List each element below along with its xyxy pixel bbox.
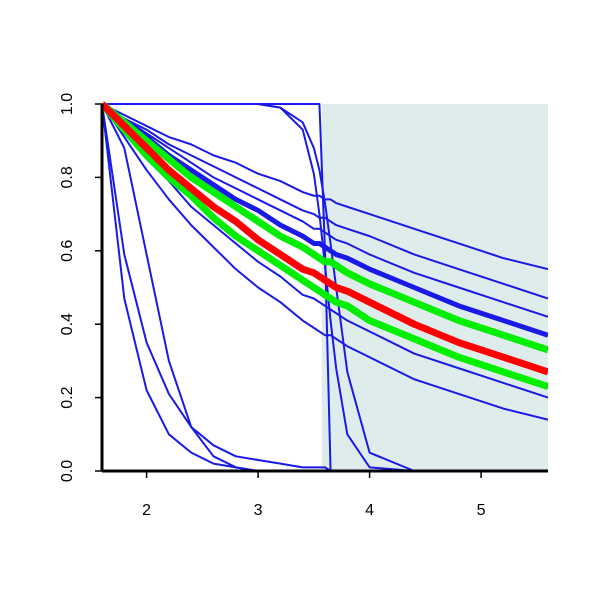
series-line: [102, 103, 548, 300]
series-line: [102, 103, 548, 318]
series-line: [102, 102, 548, 338]
series-line: [102, 103, 548, 421]
y-tick-label: 1.0: [59, 93, 76, 115]
x-tick-label: 4: [365, 502, 374, 519]
y-tick-label: 0.2: [59, 386, 76, 408]
y-tick-label: 0.8: [59, 166, 76, 188]
x-tick-label: 5: [477, 502, 486, 519]
series-line: [102, 103, 548, 399]
y-tick-label: 0.4: [59, 313, 76, 335]
y-tick-label: 0.6: [59, 240, 76, 262]
series-line: [102, 103, 548, 271]
x-tick-label: 3: [254, 502, 263, 519]
series-line: [102, 101, 548, 376]
y-tick-label: 0.0: [59, 460, 76, 482]
series-line: [102, 103, 548, 472]
series-line: [102, 101, 548, 354]
x-tick-label: 2: [142, 502, 151, 519]
series-line: [102, 101, 548, 390]
